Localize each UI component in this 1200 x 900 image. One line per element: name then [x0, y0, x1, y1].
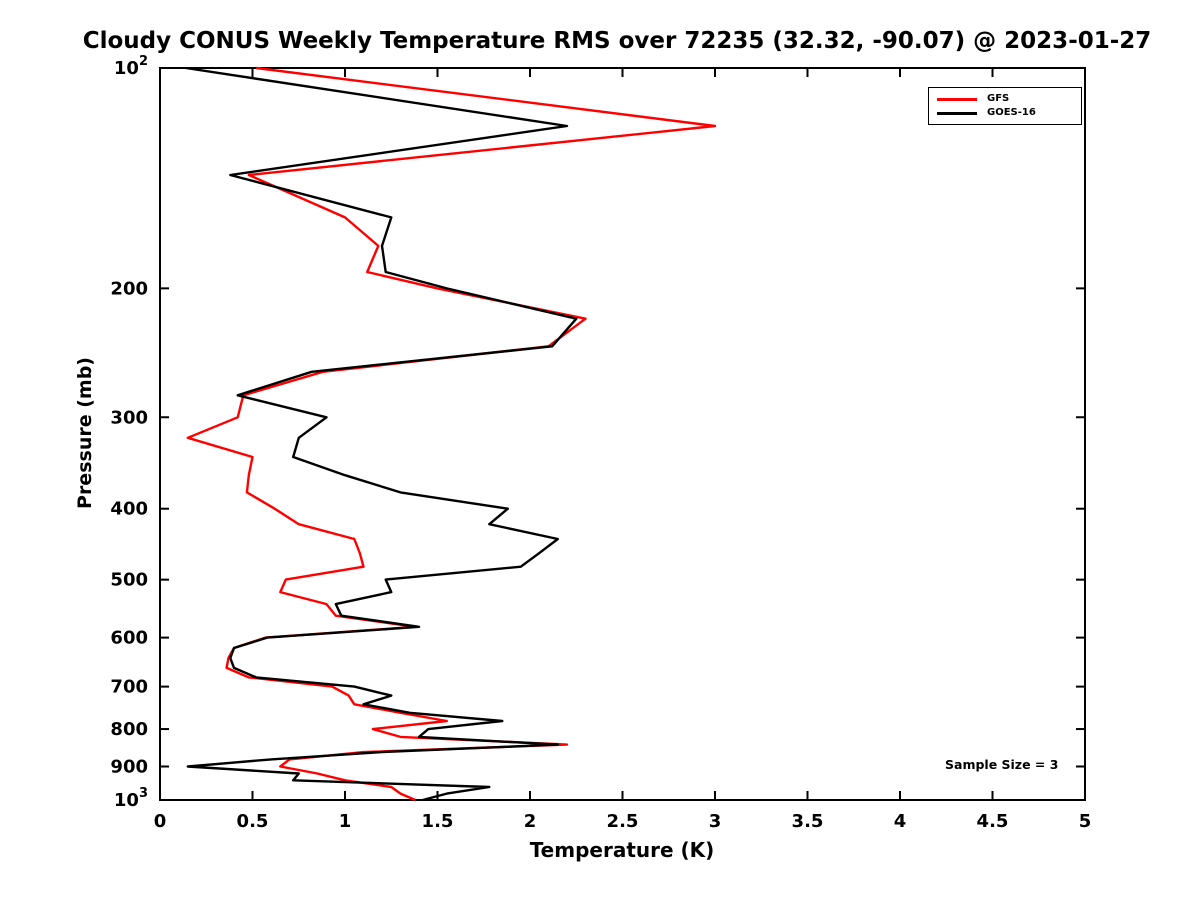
chart-title: Cloudy CONUS Weekly Temperature RMS over… — [82, 28, 1152, 54]
legend-label-gfs: GFS — [987, 93, 1010, 104]
y-tick-label: 300 — [110, 407, 148, 428]
x-tick-label: 1 — [339, 811, 352, 832]
legend-entry-gfs: GFS — [937, 94, 1073, 104]
x-tick-label: 3 — [709, 811, 722, 832]
x-tick-label: 5 — [1079, 811, 1092, 832]
series-line-goes-16 — [185, 66, 578, 802]
y-tick-label: 102 — [114, 54, 148, 79]
y-tick-label: 200 — [110, 278, 148, 299]
x-tick-label: 1.5 — [422, 811, 454, 832]
series-line-gfs — [186, 66, 717, 802]
legend-entry-goes-16: GOES-16 — [937, 108, 1073, 118]
y-tick-label: 800 — [110, 719, 148, 740]
legend-label-goes-16: GOES-16 — [987, 107, 1036, 118]
legend-line-goes-16 — [937, 111, 977, 115]
x-tick-label: 0 — [154, 811, 167, 832]
legend: GFS GOES-16 — [928, 87, 1082, 125]
x-tick-label: 4.5 — [977, 811, 1009, 832]
x-tick-label: 3.5 — [792, 811, 824, 832]
x-tick-label: 2.5 — [607, 811, 639, 832]
x-tick-label: 2 — [524, 811, 537, 832]
y-tick-label: 400 — [110, 499, 148, 520]
axes-box — [159, 67, 1086, 801]
y-tick-label: 700 — [110, 677, 148, 698]
y-tick-label: 103 — [114, 786, 148, 811]
x-tick-label: 4 — [894, 811, 907, 832]
y-tick-label: 500 — [110, 570, 148, 591]
x-axis-label: Temperature (K) — [529, 838, 715, 862]
y-tick-label: 900 — [110, 757, 148, 778]
y-axis-label: Pressure (mb) — [74, 357, 96, 509]
legend-line-gfs — [937, 97, 977, 101]
sample-size-annotation: Sample Size = 3 — [945, 757, 1059, 772]
x-tick-label: 0.5 — [237, 811, 269, 832]
y-tick-label: 600 — [110, 628, 148, 649]
